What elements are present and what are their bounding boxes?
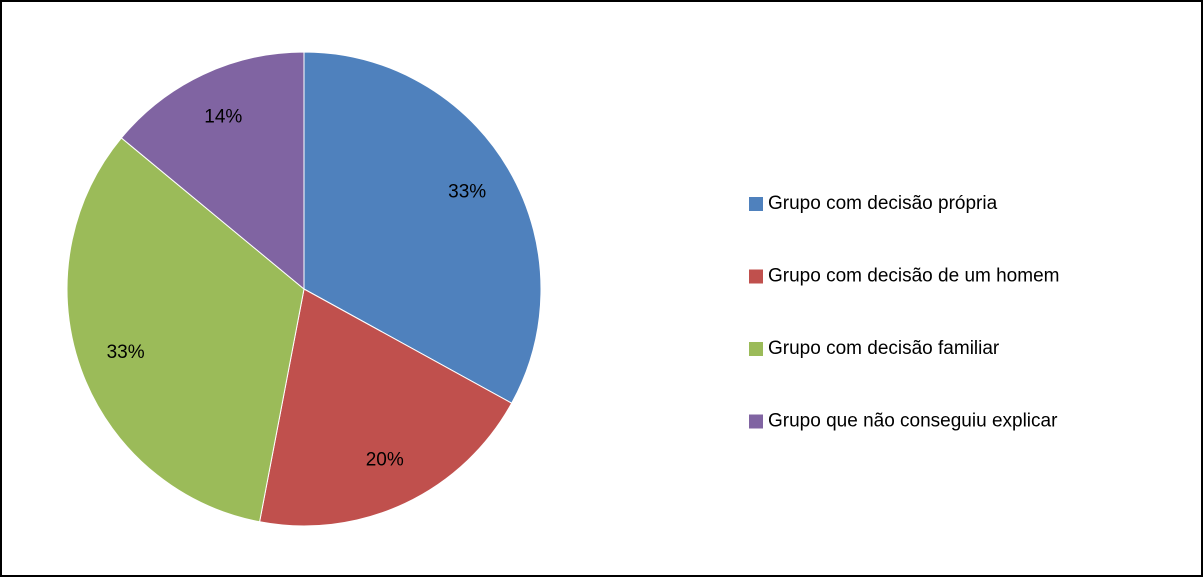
pie-slice — [66, 137, 305, 523]
legend-swatch — [749, 414, 763, 429]
legend-label: Grupo com decisão familiar — [768, 338, 1000, 359]
data-label: 33% — [107, 342, 145, 363]
data-label: 33% — [448, 182, 486, 203]
data-label: 20% — [366, 450, 404, 471]
pie-slice — [259, 288, 513, 527]
legend-swatch — [749, 197, 763, 211]
legend-label: Grupo com decisão de um homem — [768, 266, 1059, 287]
legend-label: Grupo que não conseguiu explicar — [768, 411, 1058, 432]
data-label: 14% — [204, 106, 242, 127]
pie-slice — [303, 51, 542, 404]
legend-swatch — [749, 269, 763, 284]
pie-slice — [120, 51, 305, 291]
legend-swatch — [749, 342, 763, 356]
legend-label: Grupo com decisão própria — [768, 193, 998, 214]
